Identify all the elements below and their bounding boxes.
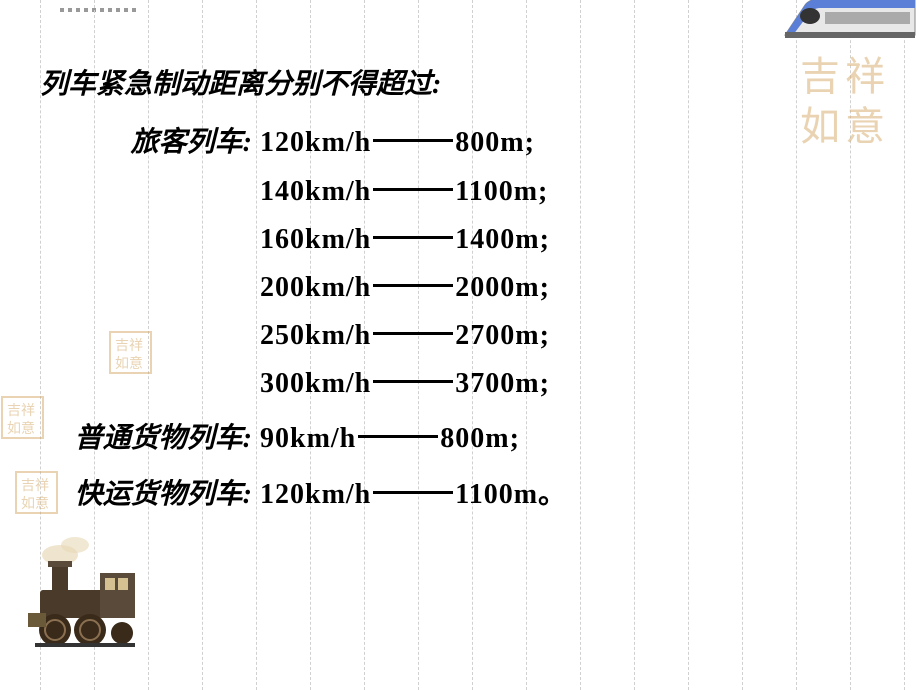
svg-text:吉祥: 吉祥 (7, 403, 35, 419)
speed-distance: 200km/h 2000m; (260, 272, 550, 304)
speed-distance: 140km/h 1100m; (260, 176, 548, 208)
speed-distance: 120km/h 800m; (260, 127, 535, 159)
distance-value: 2000m; (455, 272, 550, 303)
separator-line (373, 139, 453, 142)
speed-value: 160km/h (260, 224, 371, 255)
category-label: 普通货物列车: (40, 416, 260, 456)
data-row: 160km/h 1400m; (40, 224, 880, 256)
speed-value: 300km/h (260, 368, 371, 399)
data-row: 200km/h 2000m; (40, 272, 880, 304)
distance-value: 1400m; (455, 224, 550, 255)
data-row: 300km/h 3700m; (40, 368, 880, 400)
separator-line (373, 188, 453, 191)
speed-value: 120km/h (260, 479, 371, 510)
separator-line (373, 236, 453, 239)
data-row: 140km/h 1100m; (40, 176, 880, 208)
data-row: 快运货物列车:120km/h 1100m。 (40, 472, 880, 512)
distance-value: 800m; (455, 127, 535, 158)
distance-value: 800m; (440, 423, 520, 454)
speed-distance: 120km/h 1100m。 (260, 472, 567, 512)
speed-value: 140km/h (260, 176, 371, 207)
speed-value: 200km/h (260, 272, 371, 303)
seal-decoration-3: 吉祥 如意 (0, 395, 45, 445)
separator-line (373, 380, 453, 383)
page-title: 列车紧急制动距离分别不得超过: (40, 62, 880, 102)
distance-value: 1100m。 (455, 479, 567, 510)
data-row: 旅客列车:120km/h 800m; (40, 120, 880, 160)
category-label: 旅客列车: (40, 120, 260, 160)
speed-distance: 90km/h 800m; (260, 423, 520, 455)
speed-distance: 250km/h 2700m; (260, 320, 550, 352)
distance-value: 1100m; (455, 176, 548, 207)
separator-line (373, 491, 453, 494)
speed-distance: 160km/h 1400m; (260, 224, 550, 256)
distance-value: 2700m; (455, 320, 550, 351)
modern-train-icon (775, 0, 920, 50)
svg-text:如意: 如意 (7, 420, 35, 437)
category-label: 快运货物列车: (40, 472, 260, 512)
content-area: 列车紧急制动距离分别不得超过: 旅客列车:120km/h800m;140km/h… (40, 62, 880, 528)
steam-locomotive-icon (20, 535, 150, 660)
data-row: 250km/h 2700m; (40, 320, 880, 352)
speed-value: 120km/h (260, 127, 371, 158)
separator-line (373, 284, 453, 287)
speed-distance: 300km/h 3700m; (260, 368, 550, 400)
distance-value: 3700m; (455, 368, 550, 399)
separator-line (358, 435, 438, 438)
data-rows-container: 旅客列车:120km/h800m;140km/h1100m;160km/h140… (40, 120, 880, 512)
separator-line (373, 332, 453, 335)
top-border-decoration (60, 8, 140, 12)
speed-value: 250km/h (260, 320, 371, 351)
data-row: 普通货物列车:90km/h 800m; (40, 416, 880, 456)
speed-value: 90km/h (260, 423, 356, 454)
